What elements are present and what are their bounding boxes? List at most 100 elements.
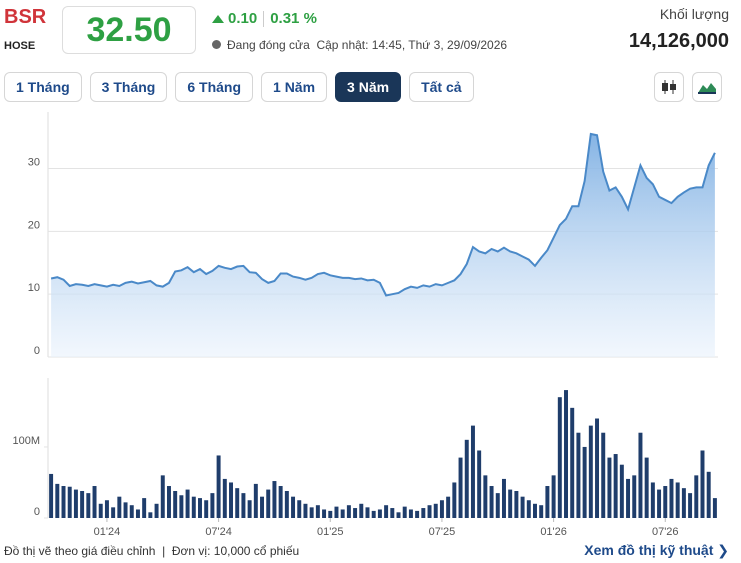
- updated: Cập nhật: 14:45, Thứ 3, 29/09/2026: [316, 38, 508, 52]
- bar: [408, 509, 413, 518]
- bar: [657, 489, 662, 518]
- bar: [247, 500, 252, 518]
- range-tab[interactable]: Tất cả: [409, 72, 474, 102]
- bar: [334, 506, 339, 518]
- bar: [421, 508, 426, 518]
- range-tab[interactable]: 1 Tháng: [4, 72, 82, 102]
- bar: [483, 475, 488, 518]
- bar: [185, 489, 190, 518]
- link-text[interactable]: Xem đồ thị kỹ thuật: [584, 542, 714, 558]
- bar: [173, 490, 178, 518]
- range-tab[interactable]: 1 Năm: [261, 72, 328, 102]
- range-tab[interactable]: 3 Năm: [335, 72, 402, 102]
- bar: [396, 512, 401, 518]
- bar: [626, 478, 631, 518]
- bar: [346, 505, 351, 518]
- bar: [613, 454, 618, 518]
- bar: [377, 509, 382, 518]
- y-tick-label: 100M: [12, 435, 40, 447]
- bar: [135, 509, 140, 518]
- bar: [204, 500, 209, 518]
- bar: [384, 505, 389, 518]
- price: 32.50: [62, 6, 196, 54]
- bar: [452, 482, 457, 518]
- status: Đang đóng cửa Cập nhật: 14:45, Thứ 3, 29…: [212, 38, 507, 52]
- bar: [142, 498, 147, 518]
- tech-link[interactable]: Xem đồ thị kỹ thuật ❯: [584, 542, 729, 558]
- bar: [365, 507, 370, 518]
- bar: [148, 512, 153, 518]
- area-fill: [51, 133, 715, 357]
- bar: [315, 505, 320, 518]
- unit: Đơn vị: 10,000 cổ phiếu: [171, 544, 300, 558]
- bar: [501, 478, 506, 518]
- y-tick-label: 30: [28, 156, 40, 168]
- bar: [49, 473, 54, 518]
- bar: [160, 475, 165, 518]
- range-tab[interactable]: 3 Tháng: [89, 72, 168, 102]
- bar: [260, 496, 265, 518]
- symbol: BSR: [4, 6, 47, 28]
- area-icon[interactable]: [692, 72, 722, 102]
- bar: [415, 510, 420, 518]
- candle-icon[interactable]: [654, 72, 684, 102]
- bar: [601, 432, 606, 518]
- bar: [402, 506, 407, 518]
- bar: [55, 483, 60, 518]
- change: 0.10 0.31 %: [212, 10, 317, 28]
- bar: [433, 503, 438, 518]
- x-tick-label: 07'24: [205, 526, 232, 538]
- bar: [706, 471, 711, 518]
- bar: [681, 488, 686, 518]
- bar: [489, 486, 494, 518]
- bar: [328, 510, 333, 518]
- bar: [632, 475, 637, 518]
- bar: [588, 425, 593, 518]
- bar: [340, 509, 345, 518]
- bar: [638, 432, 643, 518]
- note: Đồ thị vẽ theo giá điều chỉnh: [4, 544, 156, 558]
- bar: [576, 432, 581, 518]
- bar: [229, 482, 233, 518]
- bar: [179, 495, 184, 518]
- bar: [353, 508, 358, 518]
- bar: [303, 503, 308, 518]
- exchange: HOSE: [4, 40, 36, 52]
- y-tick-label: 20: [28, 219, 40, 231]
- bar: [241, 493, 246, 518]
- range-tab[interactable]: 6 Tháng: [175, 72, 254, 102]
- bar: [198, 498, 202, 518]
- bar: [154, 503, 159, 518]
- bar: [309, 507, 314, 518]
- bar: [582, 446, 587, 518]
- x-tick-label: 07'25: [429, 526, 456, 538]
- bar: [644, 457, 649, 518]
- bar: [619, 464, 624, 518]
- bar: [607, 457, 612, 518]
- bar: [278, 486, 283, 518]
- y-tick-label: 10: [28, 282, 40, 294]
- bar: [551, 475, 556, 518]
- chart: 0 10 20 30 0 100M 01'24 07'24 01'25 07'25 01'26 07'…: [12, 112, 718, 538]
- bar: [663, 486, 668, 518]
- chart-icons: [654, 72, 722, 102]
- bar: [700, 450, 705, 518]
- bar: [86, 493, 91, 518]
- x-tick-label: 01'24: [94, 526, 121, 538]
- bar: [371, 510, 376, 518]
- bar: [166, 486, 171, 518]
- bar: [73, 489, 78, 518]
- x-tick-label: 01'25: [317, 526, 344, 538]
- bar: [539, 505, 544, 518]
- bar: [284, 490, 289, 518]
- bar: [477, 450, 482, 518]
- bar: [67, 486, 72, 518]
- bar: [520, 496, 525, 518]
- bar: [557, 397, 562, 518]
- y-tick-label: 0: [34, 506, 40, 518]
- bar: [427, 505, 432, 518]
- price-line: [50, 132, 716, 297]
- bar: [533, 503, 537, 518]
- bar: [390, 508, 395, 518]
